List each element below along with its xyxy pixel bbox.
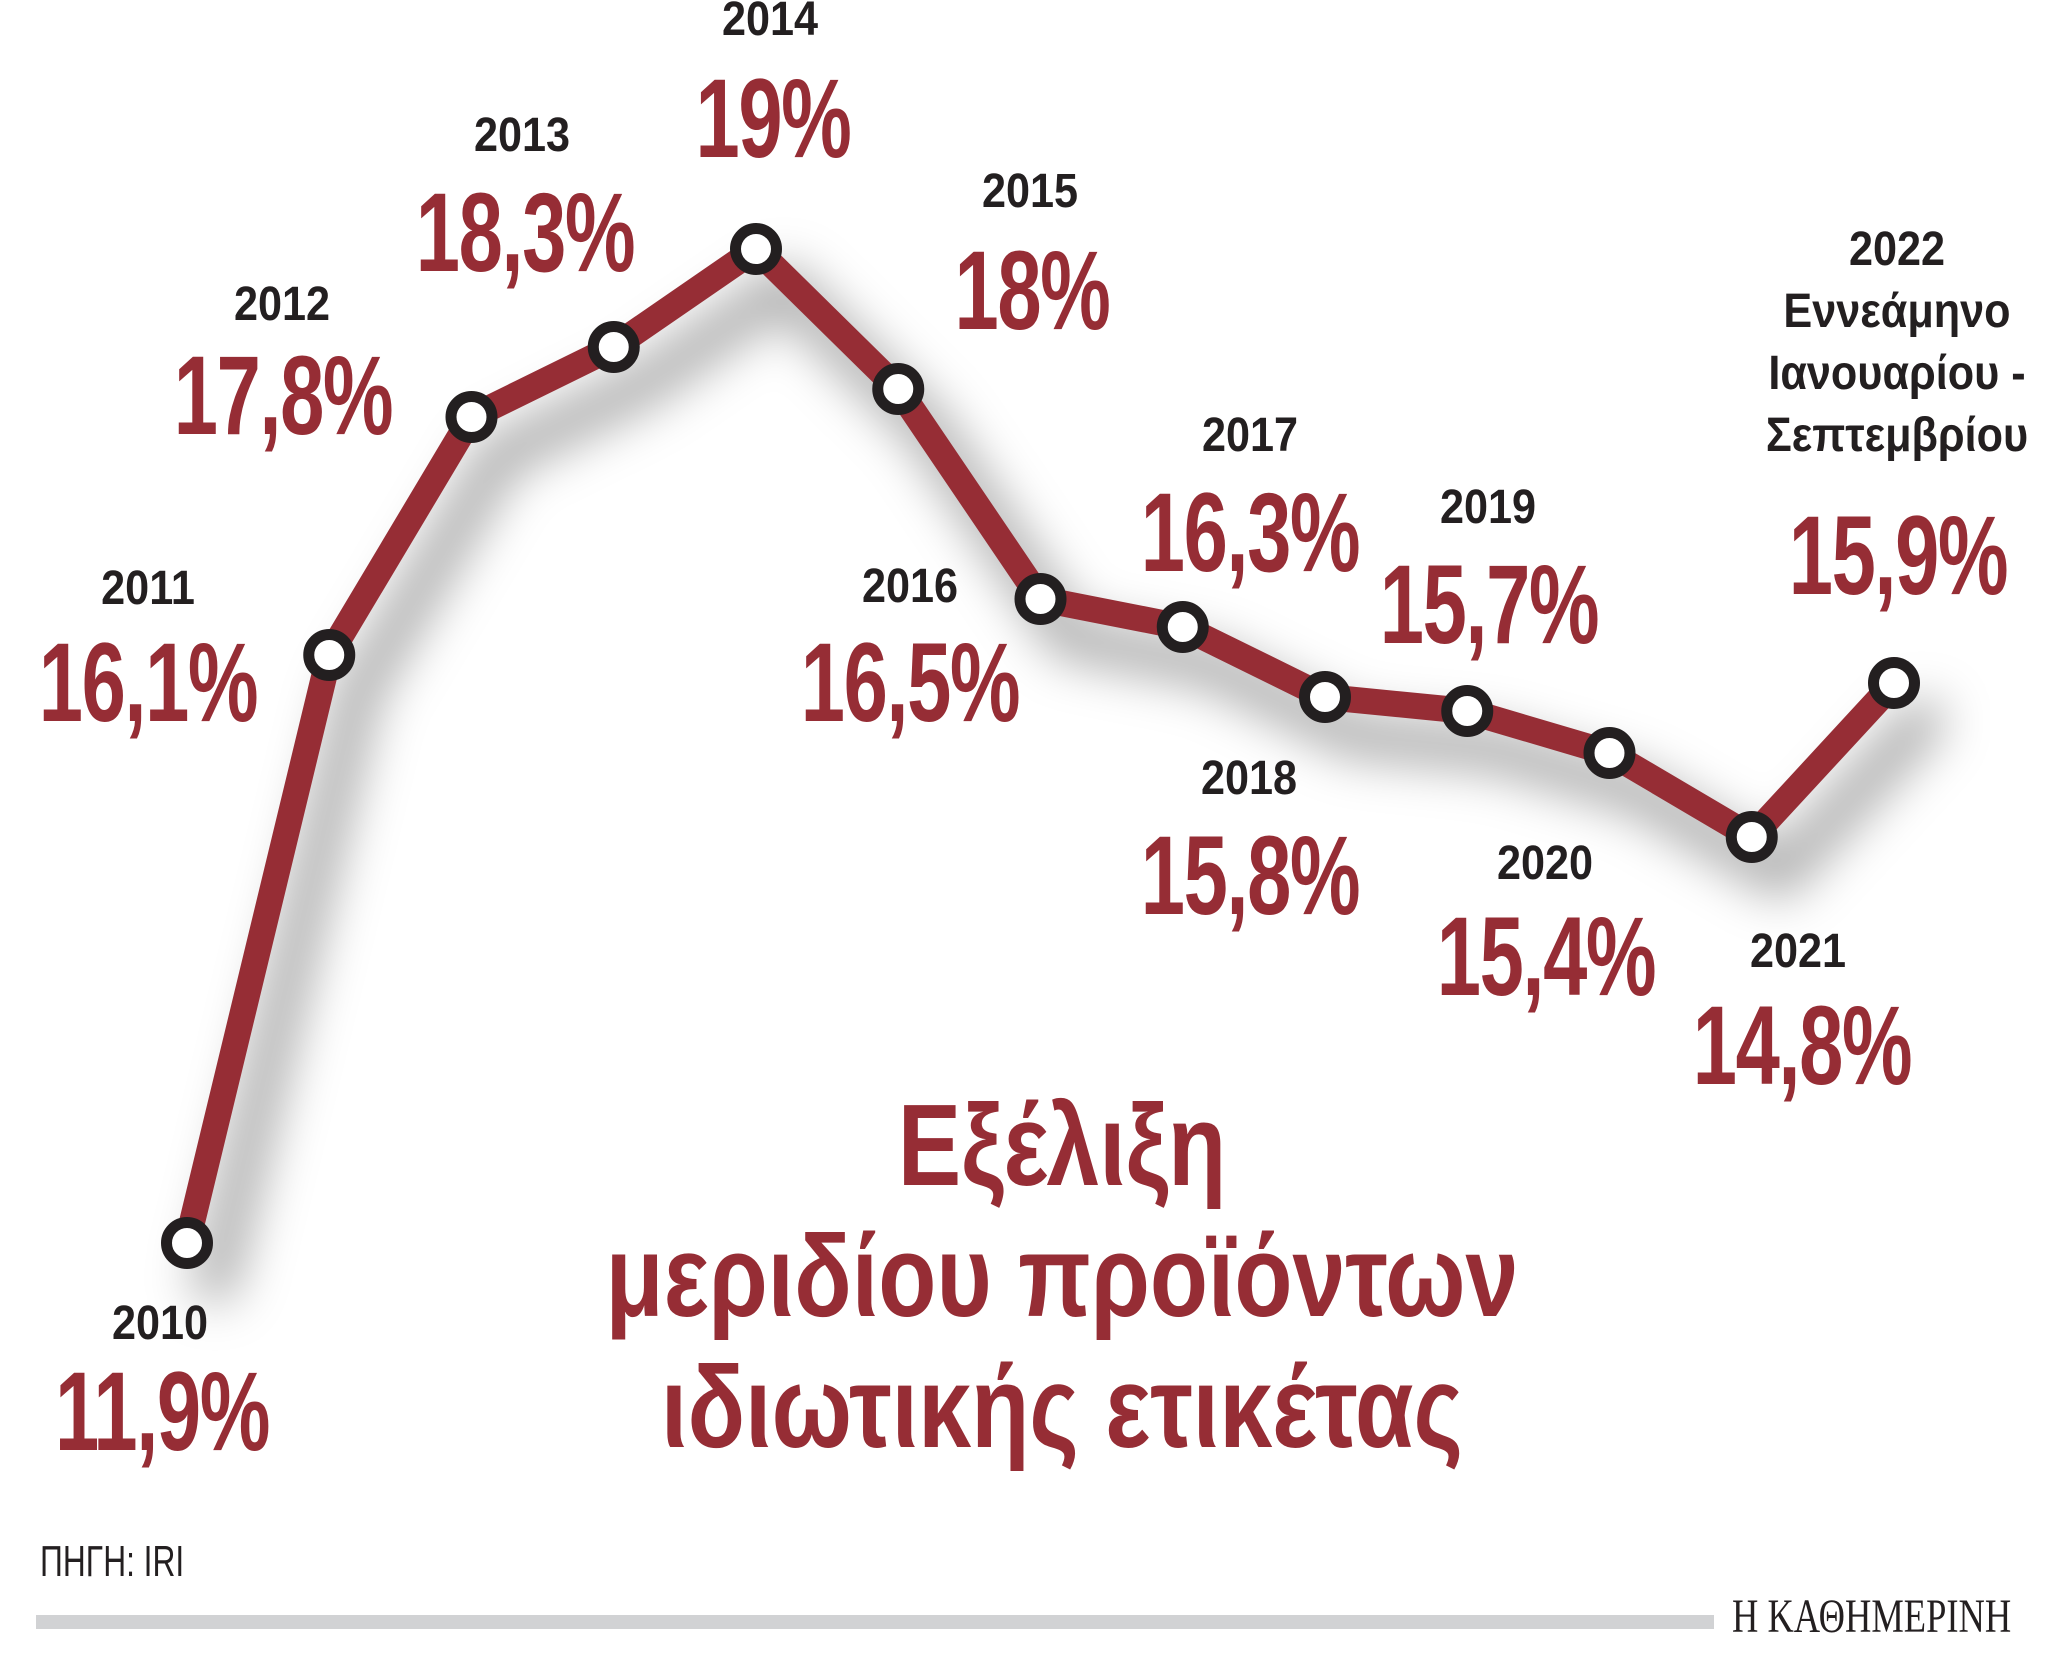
year-label-2014: 2014: [721, 0, 819, 46]
data-point-marker-2014: [730, 223, 782, 275]
year-label-2018: 2018: [1200, 752, 1298, 805]
year-label-2019: 2019: [1439, 481, 1537, 534]
year-label-2022-line-3: Ιανουαρίου -: [1768, 347, 2026, 400]
chart-title-line-3: ιδιωτικής ετικέτας: [661, 1342, 1463, 1472]
line-shadow: [193, 265, 1944, 1303]
value-label-2014: 19%: [695, 56, 852, 181]
year-label-2022: 2022 Εννεάμηνο Ιανουαρίου - Σεπτεμβρίου: [1766, 219, 2028, 467]
data-point-marker-2010: [161, 1217, 213, 1269]
value-label-2016: 16,5%: [800, 620, 1021, 745]
value-label-2021: 14,8%: [1692, 983, 1913, 1108]
value-label-2011: 16,1%: [38, 620, 259, 745]
year-label-2010: 2010: [111, 1297, 209, 1350]
year-label-2020: 2020: [1496, 837, 1594, 890]
value-label-2018: 15,8%: [1140, 813, 1361, 938]
data-point-marker-2013: [587, 321, 640, 373]
value-label-2010: 11,9%: [55, 1349, 270, 1474]
chart-title-line-1: Εξέλιξη: [897, 1080, 1227, 1210]
data-point-marker-2022: [1868, 657, 1920, 709]
data-point-marker-2016: [1014, 573, 1067, 625]
year-label-2022-line-1: 2022: [1848, 223, 1946, 276]
value-label-2020: 15,4%: [1436, 894, 1657, 1019]
data-point-marker-2020: [1583, 727, 1636, 779]
value-label-2015: 18%: [954, 228, 1111, 353]
data-point-marker-2021: [1725, 811, 1778, 863]
value-label-2013: 18,3%: [415, 170, 636, 295]
value-label-2022: 15,9%: [1788, 493, 2009, 618]
data-point-marker-2015: [872, 363, 925, 415]
data-point-marker-2018: [1299, 671, 1351, 723]
data-point-marker-2019: [1441, 685, 1494, 737]
data-point-marker-2017: [1156, 601, 1209, 653]
year-label-2011: 2011: [101, 562, 195, 615]
chart-title-line-2: μεριδίου προϊόντων: [605, 1211, 1519, 1341]
year-label-2021: 2021: [1749, 925, 1847, 978]
year-label-2017: 2017: [1201, 409, 1299, 462]
value-label-2019: 15,7%: [1379, 542, 1600, 667]
year-label-2022-line-2: Εννεάμηνο: [1783, 285, 2011, 338]
publisher-logo: Η ΚΑΘΗΜΕΡΙΝΗ: [1732, 1590, 2012, 1643]
year-label-2015: 2015: [981, 165, 1079, 218]
data-markers: [161, 223, 1920, 1269]
footer-divider: [36, 1615, 1714, 1629]
data-point-marker-2012: [445, 391, 498, 443]
value-label-2017: 16,3%: [1140, 470, 1361, 595]
year-label-2013: 2013: [473, 109, 571, 162]
data-point-marker-2011: [303, 629, 356, 681]
chart-title: Εξέλιξη μεριδίου προϊόντων ιδιωτικής ετι…: [606, 1080, 1519, 1473]
year-label-2016: 2016: [861, 560, 959, 613]
year-label-2012: 2012: [233, 278, 331, 331]
value-label-2012: 17,8%: [173, 333, 394, 458]
year-label-2022-line-4: Σεπτεμβρίου: [1765, 409, 2029, 462]
source-note: ΠΗΓΗ: IRI: [40, 1537, 185, 1586]
